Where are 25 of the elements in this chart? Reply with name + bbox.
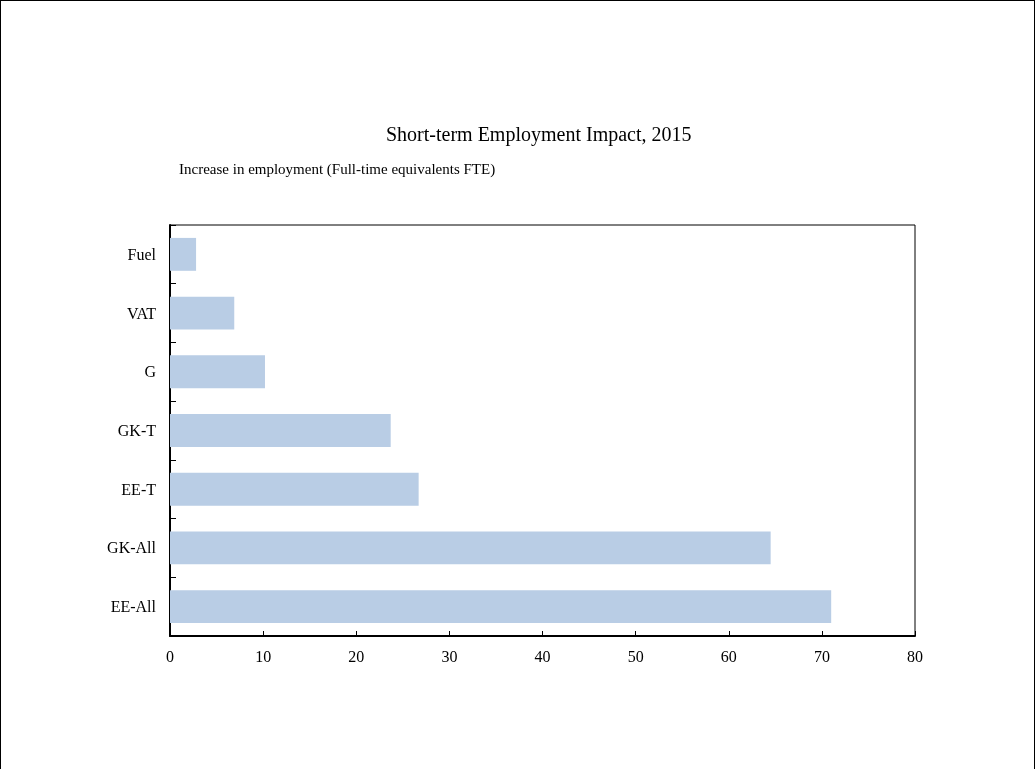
- bar: [170, 414, 391, 447]
- y-tick-label: VAT: [126, 304, 157, 322]
- x-tick-label: 60: [720, 647, 737, 665]
- x-tick-label: 40: [534, 647, 551, 665]
- y-tick-label: GK-T: [117, 422, 157, 439]
- bar: [170, 296, 235, 330]
- bar: [170, 531, 771, 565]
- bar: [170, 472, 419, 506]
- x-tick-label: 50: [627, 647, 644, 665]
- bar: [170, 237, 197, 271]
- chart-title: Short-term Employment Impact, 2015: [386, 123, 692, 146]
- bar: [170, 355, 265, 389]
- x-tick-label: 0: [166, 647, 174, 665]
- y-tick-label: Fuel: [127, 245, 157, 263]
- x-tick-label: 70: [813, 647, 830, 665]
- y-tick-label: G: [144, 363, 157, 381]
- y-tick-label: EE-T: [121, 480, 157, 498]
- y-tick-label: GK-All: [107, 539, 157, 557]
- x-tick-label: 30: [441, 647, 458, 665]
- x-axis-title: Increase in employment (Full-time equivalents FTE): [179, 160, 496, 178]
- bar: [170, 590, 832, 624]
- x-tick-label: 80: [907, 647, 923, 665]
- y-tick-label: EE-All: [110, 598, 157, 616]
- x-tick-label: 10: [255, 647, 272, 665]
- x-tick-label: 20: [348, 647, 365, 665]
